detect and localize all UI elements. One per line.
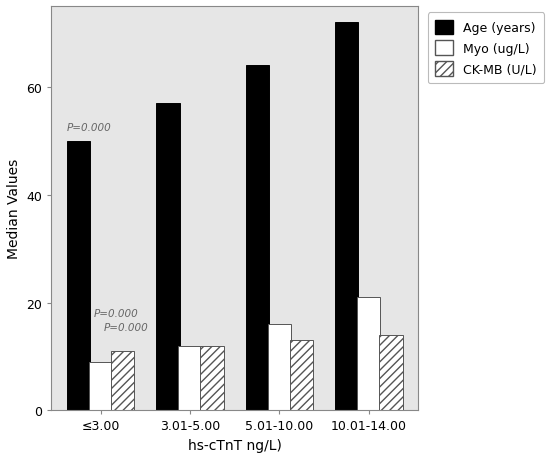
X-axis label: hs-cTnT ng/L): hs-cTnT ng/L) (188, 438, 282, 452)
Bar (200, 346, 224, 411)
Y-axis label: Median Values: Median Values (7, 159, 21, 259)
Bar (268, 325, 291, 411)
Bar (246, 66, 269, 411)
Bar (111, 352, 134, 411)
Text: P=0.000: P=0.000 (94, 308, 138, 319)
Bar (178, 346, 202, 411)
Text: P=0.000: P=0.000 (104, 322, 149, 332)
Legend: Age (years), Myo (ug/L), CK-MB (U/L): Age (years), Myo (ug/L), CK-MB (U/L) (428, 13, 544, 84)
Bar (335, 23, 359, 411)
Bar (290, 341, 313, 411)
Bar (67, 141, 90, 411)
Bar (89, 362, 112, 411)
Bar (357, 297, 381, 411)
Text: P=0.000: P=0.000 (67, 123, 111, 133)
Bar (379, 335, 403, 411)
Bar (156, 104, 179, 411)
